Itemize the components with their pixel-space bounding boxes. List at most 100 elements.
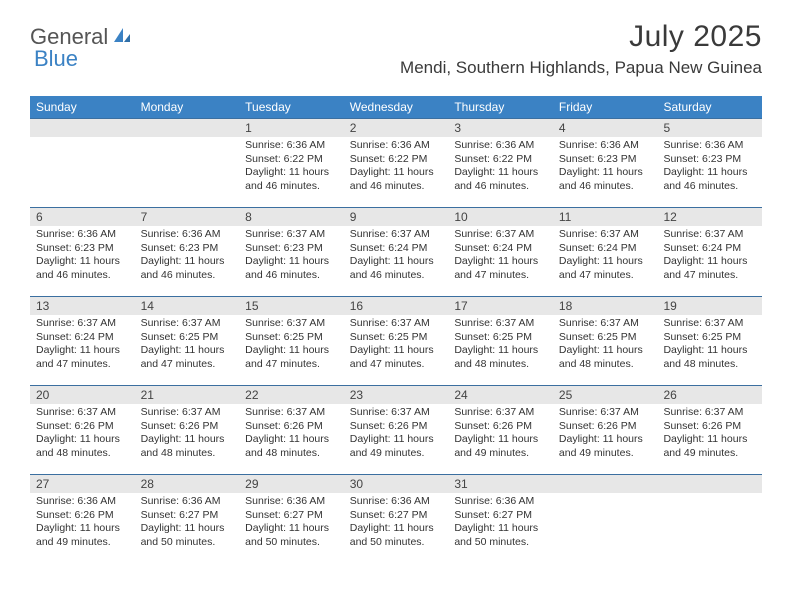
day-daylight2: and 48 minutes. (141, 447, 234, 461)
day-daylight1: Daylight: 11 hours (350, 166, 443, 180)
day-sunset: Sunset: 6:26 PM (245, 420, 338, 434)
day-sunset: Sunset: 6:23 PM (245, 242, 338, 256)
day-cell: 12Sunrise: 6:37 AMSunset: 6:24 PMDayligh… (657, 208, 762, 296)
day-daylight1: Daylight: 11 hours (36, 433, 129, 447)
day-sunset: Sunset: 6:26 PM (350, 420, 443, 434)
day-daylight2: and 47 minutes. (141, 358, 234, 372)
day-daylight2: and 47 minutes. (245, 358, 338, 372)
day-cell: 7Sunrise: 6:36 AMSunset: 6:23 PMDaylight… (135, 208, 240, 296)
logo-sail-icon (112, 26, 132, 49)
day-body: Sunrise: 6:37 AMSunset: 6:26 PMDaylight:… (657, 404, 762, 467)
day-number: 26 (657, 386, 762, 404)
day-sunset: Sunset: 6:25 PM (350, 331, 443, 345)
day-sunset: Sunset: 6:26 PM (36, 420, 129, 434)
day-cell: 8Sunrise: 6:37 AMSunset: 6:23 PMDaylight… (239, 208, 344, 296)
day-sunset: Sunset: 6:22 PM (350, 153, 443, 167)
day-cell: 23Sunrise: 6:37 AMSunset: 6:26 PMDayligh… (344, 386, 449, 474)
day-body: Sunrise: 6:37 AMSunset: 6:24 PMDaylight:… (448, 226, 553, 289)
day-number: 9 (344, 208, 449, 226)
day-body: Sunrise: 6:37 AMSunset: 6:23 PMDaylight:… (239, 226, 344, 289)
day-number: 17 (448, 297, 553, 315)
day-cell: 5Sunrise: 6:36 AMSunset: 6:23 PMDaylight… (657, 119, 762, 207)
day-daylight2: and 47 minutes. (663, 269, 756, 283)
day-number: 19 (657, 297, 762, 315)
day-sunset: Sunset: 6:27 PM (141, 509, 234, 523)
day-sunset: Sunset: 6:24 PM (454, 242, 547, 256)
day-daylight1: Daylight: 11 hours (36, 522, 129, 536)
day-daylight2: and 46 minutes. (141, 269, 234, 283)
day-number: 30 (344, 475, 449, 493)
day-sunrise: Sunrise: 6:37 AM (350, 317, 443, 331)
month-title: July 2025 (400, 20, 762, 54)
day-number: 4 (553, 119, 658, 137)
location-subtitle: Mendi, Southern Highlands, Papua New Gui… (400, 58, 762, 78)
day-sunrise: Sunrise: 6:37 AM (36, 317, 129, 331)
weekday-saturday: Saturday (657, 96, 762, 118)
day-daylight2: and 48 minutes. (36, 447, 129, 461)
day-number: 5 (657, 119, 762, 137)
logo-text-blue-wrap: Blue (34, 46, 78, 72)
day-daylight2: and 50 minutes. (350, 536, 443, 550)
day-cell: 24Sunrise: 6:37 AMSunset: 6:26 PMDayligh… (448, 386, 553, 474)
day-daylight1: Daylight: 11 hours (454, 433, 547, 447)
day-sunrise: Sunrise: 6:36 AM (141, 228, 234, 242)
week-row: 6 Sunrise: 6:36 AM Sunset: 6:23 PM Daylight… (30, 207, 762, 296)
day-number: 12 (657, 208, 762, 226)
day-daylight1: Daylight: 11 hours (350, 433, 443, 447)
day-cell: 10Sunrise: 6:37 AMSunset: 6:24 PMDayligh… (448, 208, 553, 296)
day-cell: 20Sunrise: 6:37 AMSunset: 6:26 PMDayligh… (30, 386, 135, 474)
day-number: 2 (344, 119, 449, 137)
day-body: Sunrise: 6:37 AMSunset: 6:25 PMDaylight:… (553, 315, 658, 378)
day-sunrise: Sunrise: 6:36 AM (350, 139, 443, 153)
day-sunrise: Sunrise: 6:36 AM (559, 139, 652, 153)
day-cell: 1Sunrise: 6:36 AMSunset: 6:22 PMDaylight… (239, 119, 344, 207)
day-body: Sunrise: 6:36 AMSunset: 6:22 PMDaylight:… (448, 137, 553, 200)
day-sunrise: Sunrise: 6:37 AM (350, 228, 443, 242)
day-number: 6 (30, 208, 135, 226)
day-sunrise: Sunrise: 6:36 AM (454, 495, 547, 509)
day-sunset: Sunset: 6:23 PM (559, 153, 652, 167)
day-daylight1: Daylight: 11 hours (663, 166, 756, 180)
day-body: Sunrise: 6:37 AMSunset: 6:26 PMDaylight:… (239, 404, 344, 467)
day-daylight1: Daylight: 11 hours (141, 255, 234, 269)
day-number: 28 (135, 475, 240, 493)
day-number: 21 (135, 386, 240, 404)
day-sunrise: Sunrise: 6:37 AM (245, 406, 338, 420)
day-number: 16 (344, 297, 449, 315)
day-sunrise: Sunrise: 6:36 AM (350, 495, 443, 509)
day-daylight2: and 50 minutes. (141, 536, 234, 550)
day-daylight2: and 46 minutes. (350, 180, 443, 194)
day-daylight2: and 48 minutes. (559, 358, 652, 372)
day-daylight1: Daylight: 11 hours (350, 522, 443, 536)
weekday-wednesday: Wednesday (344, 96, 449, 118)
day-number: 13 (30, 297, 135, 315)
day-sunset: Sunset: 6:25 PM (663, 331, 756, 345)
day-cell: 14Sunrise: 6:37 AMSunset: 6:25 PMDayligh… (135, 297, 240, 385)
day-cell: 25Sunrise: 6:37 AMSunset: 6:26 PMDayligh… (553, 386, 658, 474)
day-sunset: Sunset: 6:24 PM (663, 242, 756, 256)
day-daylight2: and 47 minutes. (36, 358, 129, 372)
day-cell: 21Sunrise: 6:37 AMSunset: 6:26 PMDayligh… (135, 386, 240, 474)
day-daylight2: and 50 minutes. (454, 536, 547, 550)
day-daylight1: Daylight: 11 hours (350, 255, 443, 269)
day-sunrise: Sunrise: 6:37 AM (559, 406, 652, 420)
day-cell: 30Sunrise: 6:36 AMSunset: 6:27 PMDayligh… (344, 475, 449, 563)
title-block: July 2025 Mendi, Southern Highlands, Pap… (400, 20, 762, 78)
day-sunset: Sunset: 6:26 PM (36, 509, 129, 523)
day-number: 7 (135, 208, 240, 226)
day-sunset: Sunset: 6:24 PM (350, 242, 443, 256)
day-daylight1: Daylight: 11 hours (36, 344, 129, 358)
day-daylight2: and 49 minutes. (663, 447, 756, 461)
week-row: 20Sunrise: 6:37 AMSunset: 6:26 PMDayligh… (30, 385, 762, 474)
day-body: Sunrise: 6:36 AMSunset: 6:22 PMDaylight:… (239, 137, 344, 200)
day-cell (657, 475, 762, 563)
day-cell: 29Sunrise: 6:36 AMSunset: 6:27 PMDayligh… (239, 475, 344, 563)
day-sunrise: Sunrise: 6:37 AM (245, 228, 338, 242)
weekday-monday: Monday (135, 96, 240, 118)
day-body: Sunrise: 6:36 AMSunset: 6:27 PMDaylight:… (448, 493, 553, 556)
day-cell: 17Sunrise: 6:37 AMSunset: 6:25 PMDayligh… (448, 297, 553, 385)
day-cell: 16Sunrise: 6:37 AMSunset: 6:25 PMDayligh… (344, 297, 449, 385)
empty-day (30, 119, 135, 137)
day-cell: 31Sunrise: 6:36 AMSunset: 6:27 PMDayligh… (448, 475, 553, 563)
day-daylight1: Daylight: 11 hours (559, 166, 652, 180)
